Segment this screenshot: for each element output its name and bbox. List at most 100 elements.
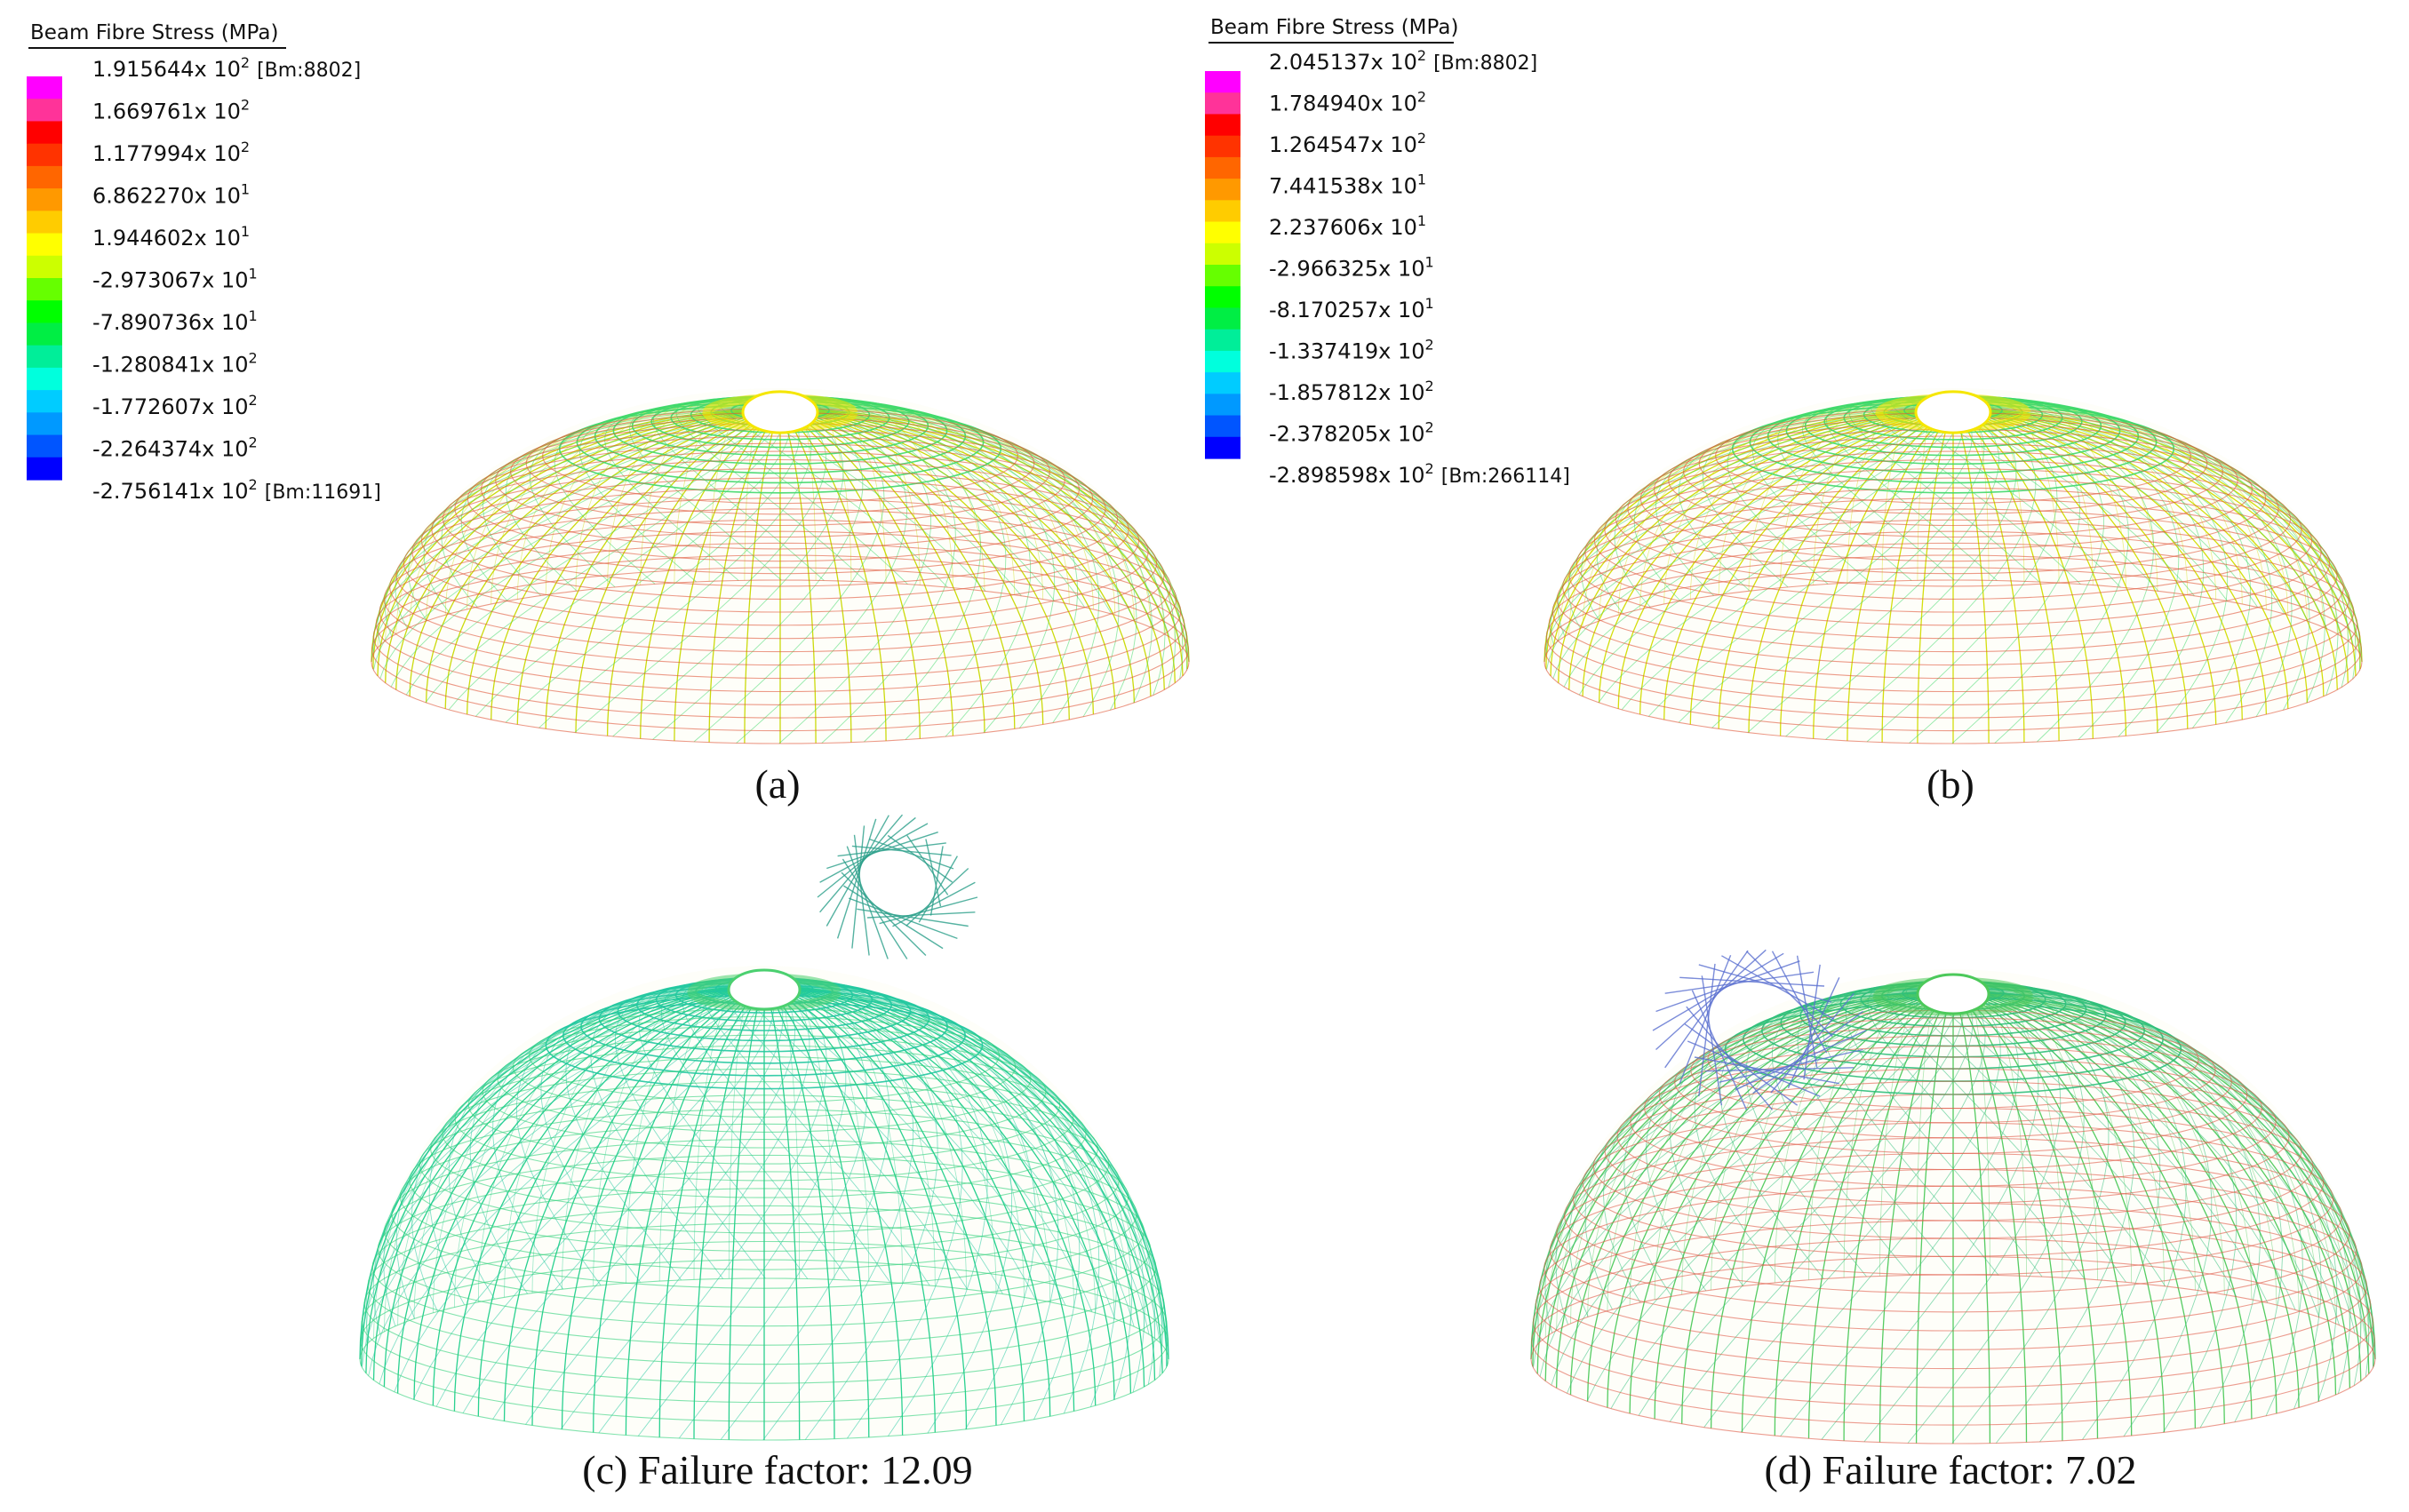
dome-ring [1653, 428, 2253, 550]
buckle-member [866, 911, 976, 919]
dome-ring [442, 1068, 1087, 1198]
dome-panel-b [1544, 388, 2363, 744]
dome-ring [384, 1154, 1145, 1308]
dome-ring [391, 1139, 1137, 1289]
buckle-member [1787, 977, 1840, 1088]
legend-b: Beam Fibre Stress (MPa) 2.045137x 102 [Bm… [1205, 16, 1570, 488]
dome-ring [510, 417, 1050, 527]
dome-ring [371, 567, 1189, 732]
caption-b: (b) [1926, 761, 1974, 807]
dome-ring [442, 450, 1119, 587]
colorbar-segment [1205, 243, 1240, 266]
dome-crown-band [702, 394, 858, 433]
buckle-member [1691, 990, 1748, 1110]
colorbar-segment [1205, 436, 1240, 459]
buckle-member [1704, 1067, 1855, 1072]
dome-ring [363, 1222, 1165, 1384]
dome-ring [1544, 579, 2363, 744]
legend-value: -2.756141x 102 [Bm:11691] [92, 476, 381, 504]
buckle-member [1694, 1056, 1839, 1085]
dome-ring [1532, 1237, 2374, 1407]
buckle-member [836, 818, 877, 939]
buckle-member [1684, 1023, 1799, 1106]
dome-ring [430, 1081, 1098, 1216]
colorbar-segment [1205, 286, 1240, 309]
colorbar-segment [27, 143, 62, 167]
dome-ring [359, 1277, 1169, 1441]
dome-ring [1760, 991, 2145, 1070]
colorbar-segment [1205, 350, 1240, 373]
buckle-member [1686, 1006, 1774, 1110]
dome-ring [1548, 542, 2358, 705]
dome-ring [1551, 530, 2355, 693]
colorbar-segment [27, 300, 62, 324]
colorbar-segment [27, 121, 62, 145]
dome-crown-band [1875, 394, 2031, 433]
legend-value: -2.973067x 101 [92, 266, 258, 293]
colorbar-segment [27, 322, 62, 346]
dome-ring [1575, 487, 2331, 640]
legend-value: 7.441538x 101 [1269, 171, 1426, 199]
buckle-member [892, 881, 976, 927]
colorbar-segment [27, 211, 62, 235]
buckle-member [842, 858, 908, 959]
colorbar-segment [1205, 135, 1240, 158]
buckle-member [1655, 949, 1767, 1051]
dome-ring [480, 428, 1081, 550]
dome-ring [454, 1056, 1074, 1182]
buckle-member [851, 825, 865, 949]
dome-ring [361, 1240, 1168, 1404]
dome-ring [1562, 508, 2344, 666]
colorbar-segment [1205, 372, 1240, 394]
colorbar-segment [1205, 415, 1240, 438]
dome-ring [1630, 1056, 2277, 1187]
buckle-member [857, 908, 969, 927]
dome-ring [1674, 1025, 2232, 1139]
colorbar-segment [27, 188, 62, 211]
dome-ring [371, 1188, 1157, 1346]
dome-crown-band [1872, 976, 2033, 1016]
buckle-member [1698, 964, 1831, 1003]
colorbar-segment [27, 165, 62, 189]
buckle-member [1701, 975, 1723, 1106]
dome-ring [594, 398, 967, 474]
dome-ring [1785, 396, 2121, 466]
legend-a: Beam Fibre Stress (MPa) 1.915644x 102 [Bm… [27, 21, 381, 504]
legend-value: 1.669761x 102 [92, 97, 250, 124]
dome-ring [1544, 1185, 2363, 1350]
dome-ring [1563, 1137, 2343, 1294]
buckle-member [846, 846, 889, 959]
dome-ring [1549, 1168, 2357, 1332]
dome-oculus [741, 390, 819, 434]
colorbar-segment [27, 278, 62, 301]
legend-value: -2.966325x 101 [1269, 254, 1434, 282]
legend-b-colorbar [1205, 71, 1240, 459]
colorbar-segment [1205, 179, 1240, 201]
buckle-member [925, 839, 942, 907]
colorbar-segment [27, 390, 62, 413]
dome-ring [1604, 458, 2302, 600]
buckle-member [1655, 960, 1800, 1013]
dome-ring [377, 1171, 1152, 1327]
legend-value: -1.857812x 102 [1269, 378, 1434, 405]
dome-ring [395, 497, 1165, 653]
colorbar-segment [27, 76, 62, 99]
colorbar-segment [1205, 221, 1240, 244]
buckle-member [887, 834, 953, 883]
dome-ring [403, 487, 1158, 640]
dome-ring [1698, 411, 2208, 515]
caption-a: (a) [754, 761, 800, 807]
dome-oculus [1914, 390, 1992, 434]
dome-ring [1616, 1068, 2290, 1204]
buckle-member [1752, 1010, 1863, 1094]
dome-ring [512, 1015, 1017, 1118]
dome-ring [372, 554, 1188, 719]
buckle-member [1721, 955, 1835, 1020]
dome-ring [576, 401, 985, 484]
dome-ring [1530, 1274, 2376, 1444]
dome-ring [495, 422, 1065, 538]
dome-ring [1531, 1255, 2375, 1426]
legend-a-title: Beam Fibre Stress (MPa) [30, 21, 278, 44]
dome-ring [1545, 554, 2361, 719]
